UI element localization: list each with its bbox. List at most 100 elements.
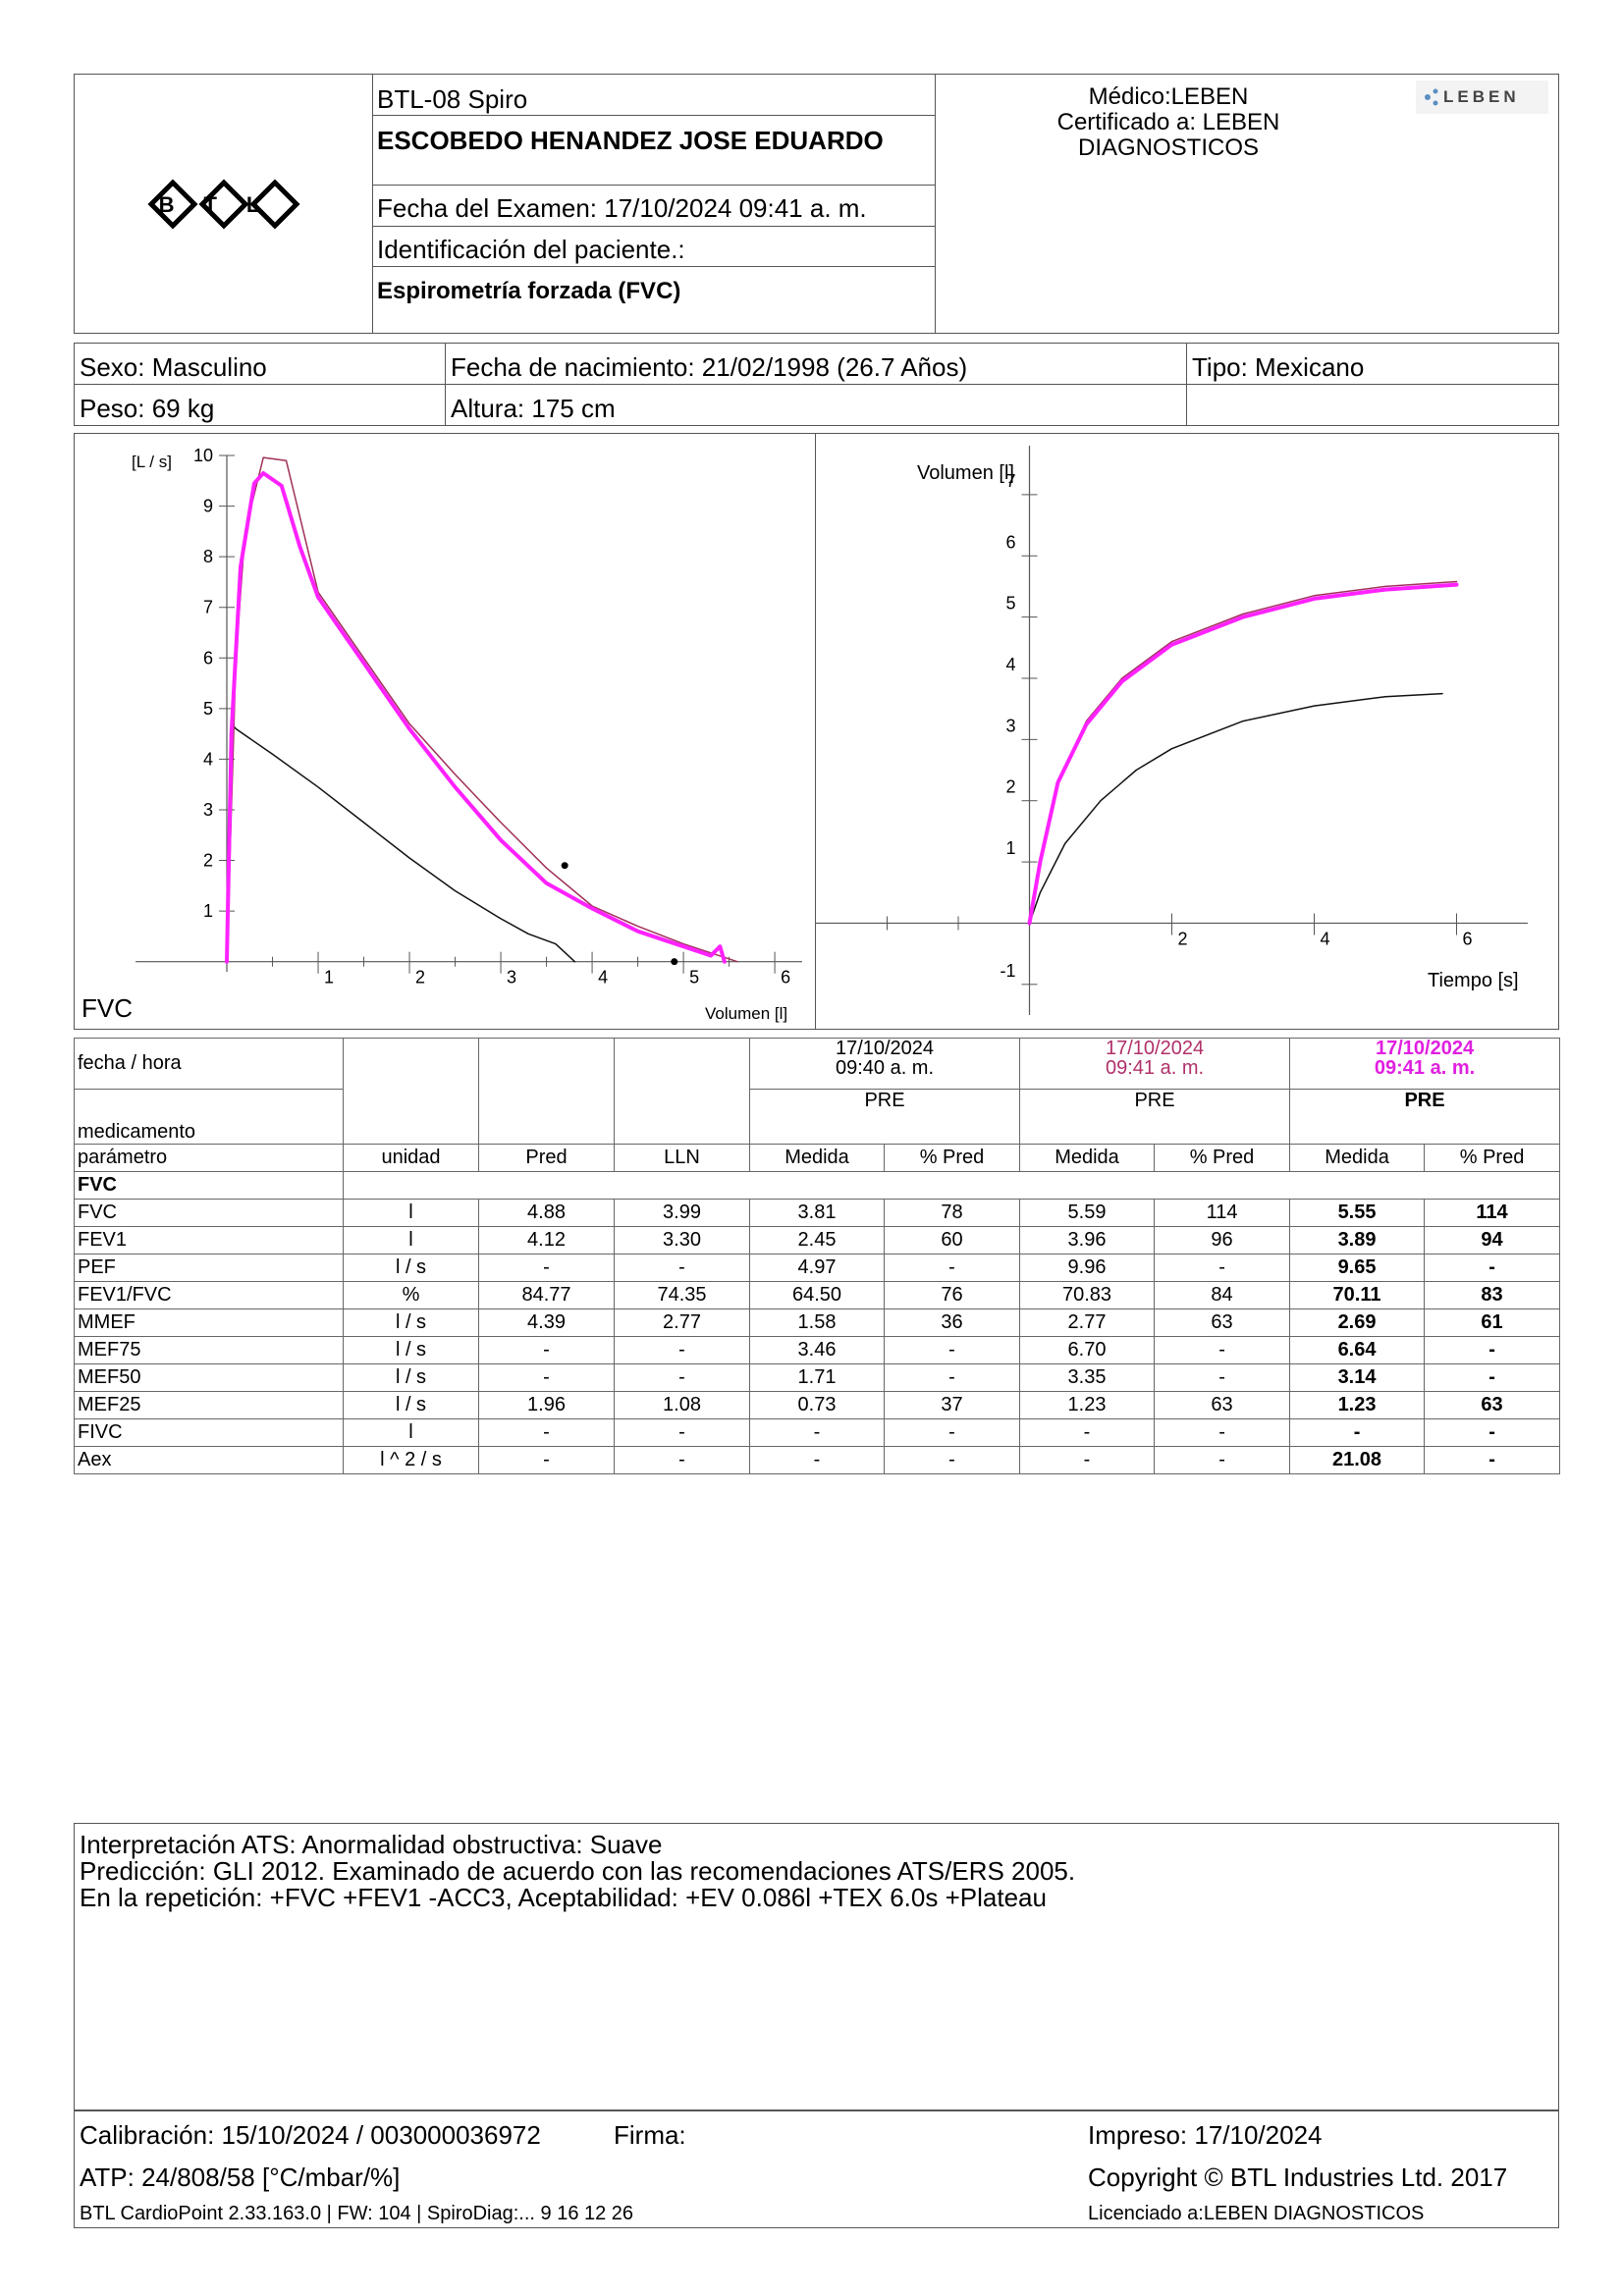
table-cell: 78	[883, 1199, 1021, 1227]
volume-time-xlabel: Tiempo [s]	[1428, 970, 1519, 991]
table-cell: 2.77	[614, 1308, 750, 1337]
table-cell: -	[478, 1336, 615, 1364]
table-cell: 3.14	[1289, 1363, 1426, 1392]
software-version: BTL CardioPoint 2.33.163.0 | FW: 104 | S…	[80, 2203, 634, 2224]
leben-logo-text: LEBEN	[1443, 87, 1520, 106]
col-lln: LLN	[614, 1144, 750, 1172]
table-cell: -	[1019, 1418, 1156, 1447]
trial1-time: 09:40 a. m.	[835, 1057, 935, 1079]
table-cell: 83	[1424, 1281, 1561, 1309]
table-cell: 2.77	[1019, 1308, 1156, 1337]
table-cell: -	[614, 1446, 750, 1474]
leben-logo: LEBEN	[1416, 80, 1548, 114]
y-tick-label: 2	[203, 851, 213, 871]
table-row: FVC l 4.88 3.99 3.81 78 5.59 114 5.55 114	[74, 1199, 1561, 1227]
param-name: FVC	[74, 1199, 344, 1227]
table-cell: -	[883, 1336, 1021, 1364]
table-cell: -	[1154, 1336, 1291, 1364]
param-name: FIVC	[74, 1418, 344, 1447]
patient-birthdate: Fecha de nacimiento: 21/02/1998 (26.7 Añ…	[451, 352, 968, 382]
col-pct-1: % Pred	[883, 1144, 1021, 1172]
x-tick-label: 4	[598, 968, 608, 988]
table-cell: -	[1424, 1254, 1561, 1282]
x-tick-label: 1	[324, 968, 334, 988]
param-name: FEV1	[74, 1226, 344, 1255]
x-tick-label: 6	[1463, 929, 1473, 948]
data-marker	[671, 958, 678, 966]
series-line-1	[1028, 692, 1443, 925]
table-cell: -	[478, 1446, 615, 1474]
trial1-date: 17/10/2024	[835, 1038, 935, 1059]
y-tick-label: 10	[193, 446, 213, 465]
table-cell: -	[883, 1418, 1021, 1447]
patient-sex: Sexo: Masculino	[80, 352, 267, 382]
y-tick-label: 4	[203, 749, 213, 769]
table-cell: 1.23	[1289, 1391, 1426, 1419]
trial2-med: PRE	[1019, 1089, 1291, 1145]
table-cell: l / s	[343, 1363, 479, 1392]
interpretation-repetition: En la repetición: +FVC +FEV1 -ACC3, Acep…	[80, 1883, 1047, 1912]
table-cell: 63	[1154, 1391, 1291, 1419]
table-row: PEF l / s - -4.97-9.96-9.65-	[74, 1254, 1561, 1282]
x-tick-label: 3	[507, 968, 516, 988]
section-fvc: FVC	[74, 1171, 344, 1200]
col-pct-3: % Pred	[1424, 1144, 1561, 1172]
table-cell: 4.97	[749, 1254, 885, 1282]
table-cell: 84	[1154, 1281, 1291, 1309]
table-cell: l / s	[343, 1254, 479, 1282]
table-cell: l	[343, 1226, 479, 1255]
table-cell: 3.35	[1019, 1363, 1156, 1392]
table-cell: 21.08	[1289, 1446, 1426, 1474]
leben-logo-icon: LEBEN	[1425, 87, 1520, 106]
table-cell: 1.96	[478, 1391, 615, 1419]
table-cell: 94	[1424, 1226, 1561, 1255]
patient-type: Tipo: Mexicano	[1192, 352, 1365, 382]
trial3-date: 17/10/2024	[1375, 1038, 1475, 1059]
table-cell: 60	[883, 1226, 1021, 1255]
licensed-to: Licenciado a:LEBEN DIAGNOSTICOS	[1088, 2203, 1425, 2224]
y-tick-label: 5	[1005, 594, 1015, 614]
y-tick-label: 9	[203, 497, 213, 516]
table-cell: 1.71	[749, 1363, 885, 1392]
trial2-date: 17/10/2024	[1105, 1038, 1205, 1059]
calibration: Calibración: 15/10/2024 / 003000036972	[80, 2120, 541, 2150]
table-cell: 5.59	[1019, 1199, 1156, 1227]
flow-volume-chart: 1 2 3 4 5 6 1 2 3 4 5 6 7 8 9 10 [L / s] Volumen [l] FVC	[81, 446, 802, 1023]
table-cell: 6.70	[1019, 1336, 1156, 1364]
table-cell: -	[1424, 1418, 1561, 1447]
param-name: PEF	[74, 1254, 344, 1282]
results-table: fecha / hora 17/10/2024 09:40 a. m. 17/1…	[74, 1038, 1561, 1474]
trial1-med: PRE	[748, 1089, 1021, 1145]
table-cell: -	[614, 1336, 750, 1364]
table-cell: 3.96	[1019, 1226, 1156, 1255]
table-cell: 70.83	[1019, 1281, 1156, 1309]
table-cell: -	[1289, 1418, 1426, 1447]
trial2-time: 09:41 a. m.	[1105, 1057, 1205, 1079]
table-cell: -	[1424, 1363, 1561, 1392]
table-row: Aex l ^ 2 / s - - - - - -21.08-	[74, 1446, 1561, 1474]
doctor-name: Médico:LEBEN	[1088, 83, 1249, 110]
table-cell: -	[614, 1254, 750, 1282]
table-cell: 96	[1154, 1226, 1291, 1255]
printed-date: Impreso: 17/10/2024	[1088, 2120, 1323, 2150]
param-name: MEF75	[74, 1336, 344, 1364]
table-cell: l	[343, 1199, 479, 1227]
patient-name: ESCOBEDO HENANDEZ JOSE EDUARDO	[377, 126, 884, 155]
col-medida-1: Medida	[749, 1144, 885, 1172]
y-tick-label: 2	[1005, 777, 1015, 797]
series-line-3	[225, 471, 727, 964]
col-medida-3: Medida	[1289, 1144, 1426, 1172]
table-cell: 3.99	[614, 1199, 750, 1227]
table-row: FEV1 l 4.12 3.30 2.45 60 3.96 96 3.89 94	[74, 1226, 1561, 1255]
fecha-hora-label: fecha / hora	[74, 1038, 344, 1090]
table-cell: 64.50	[749, 1281, 885, 1309]
col-pred: Pred	[478, 1144, 615, 1172]
table-row: MMEF l / s 4.39 2.77 1.58 36 2.77 63 2.69 61	[74, 1308, 1561, 1337]
results-rows: FVC l 4.88 3.99 3.81 78 5.59 114 5.55 114 FEV1 l 4.1…	[74, 1199, 1561, 1474]
y-tick-label: 7	[203, 598, 213, 617]
charts-box	[74, 433, 1559, 1030]
table-cell: 63	[1154, 1308, 1291, 1337]
header-box	[74, 74, 1559, 334]
col-pct-2: % Pred	[1154, 1144, 1291, 1172]
